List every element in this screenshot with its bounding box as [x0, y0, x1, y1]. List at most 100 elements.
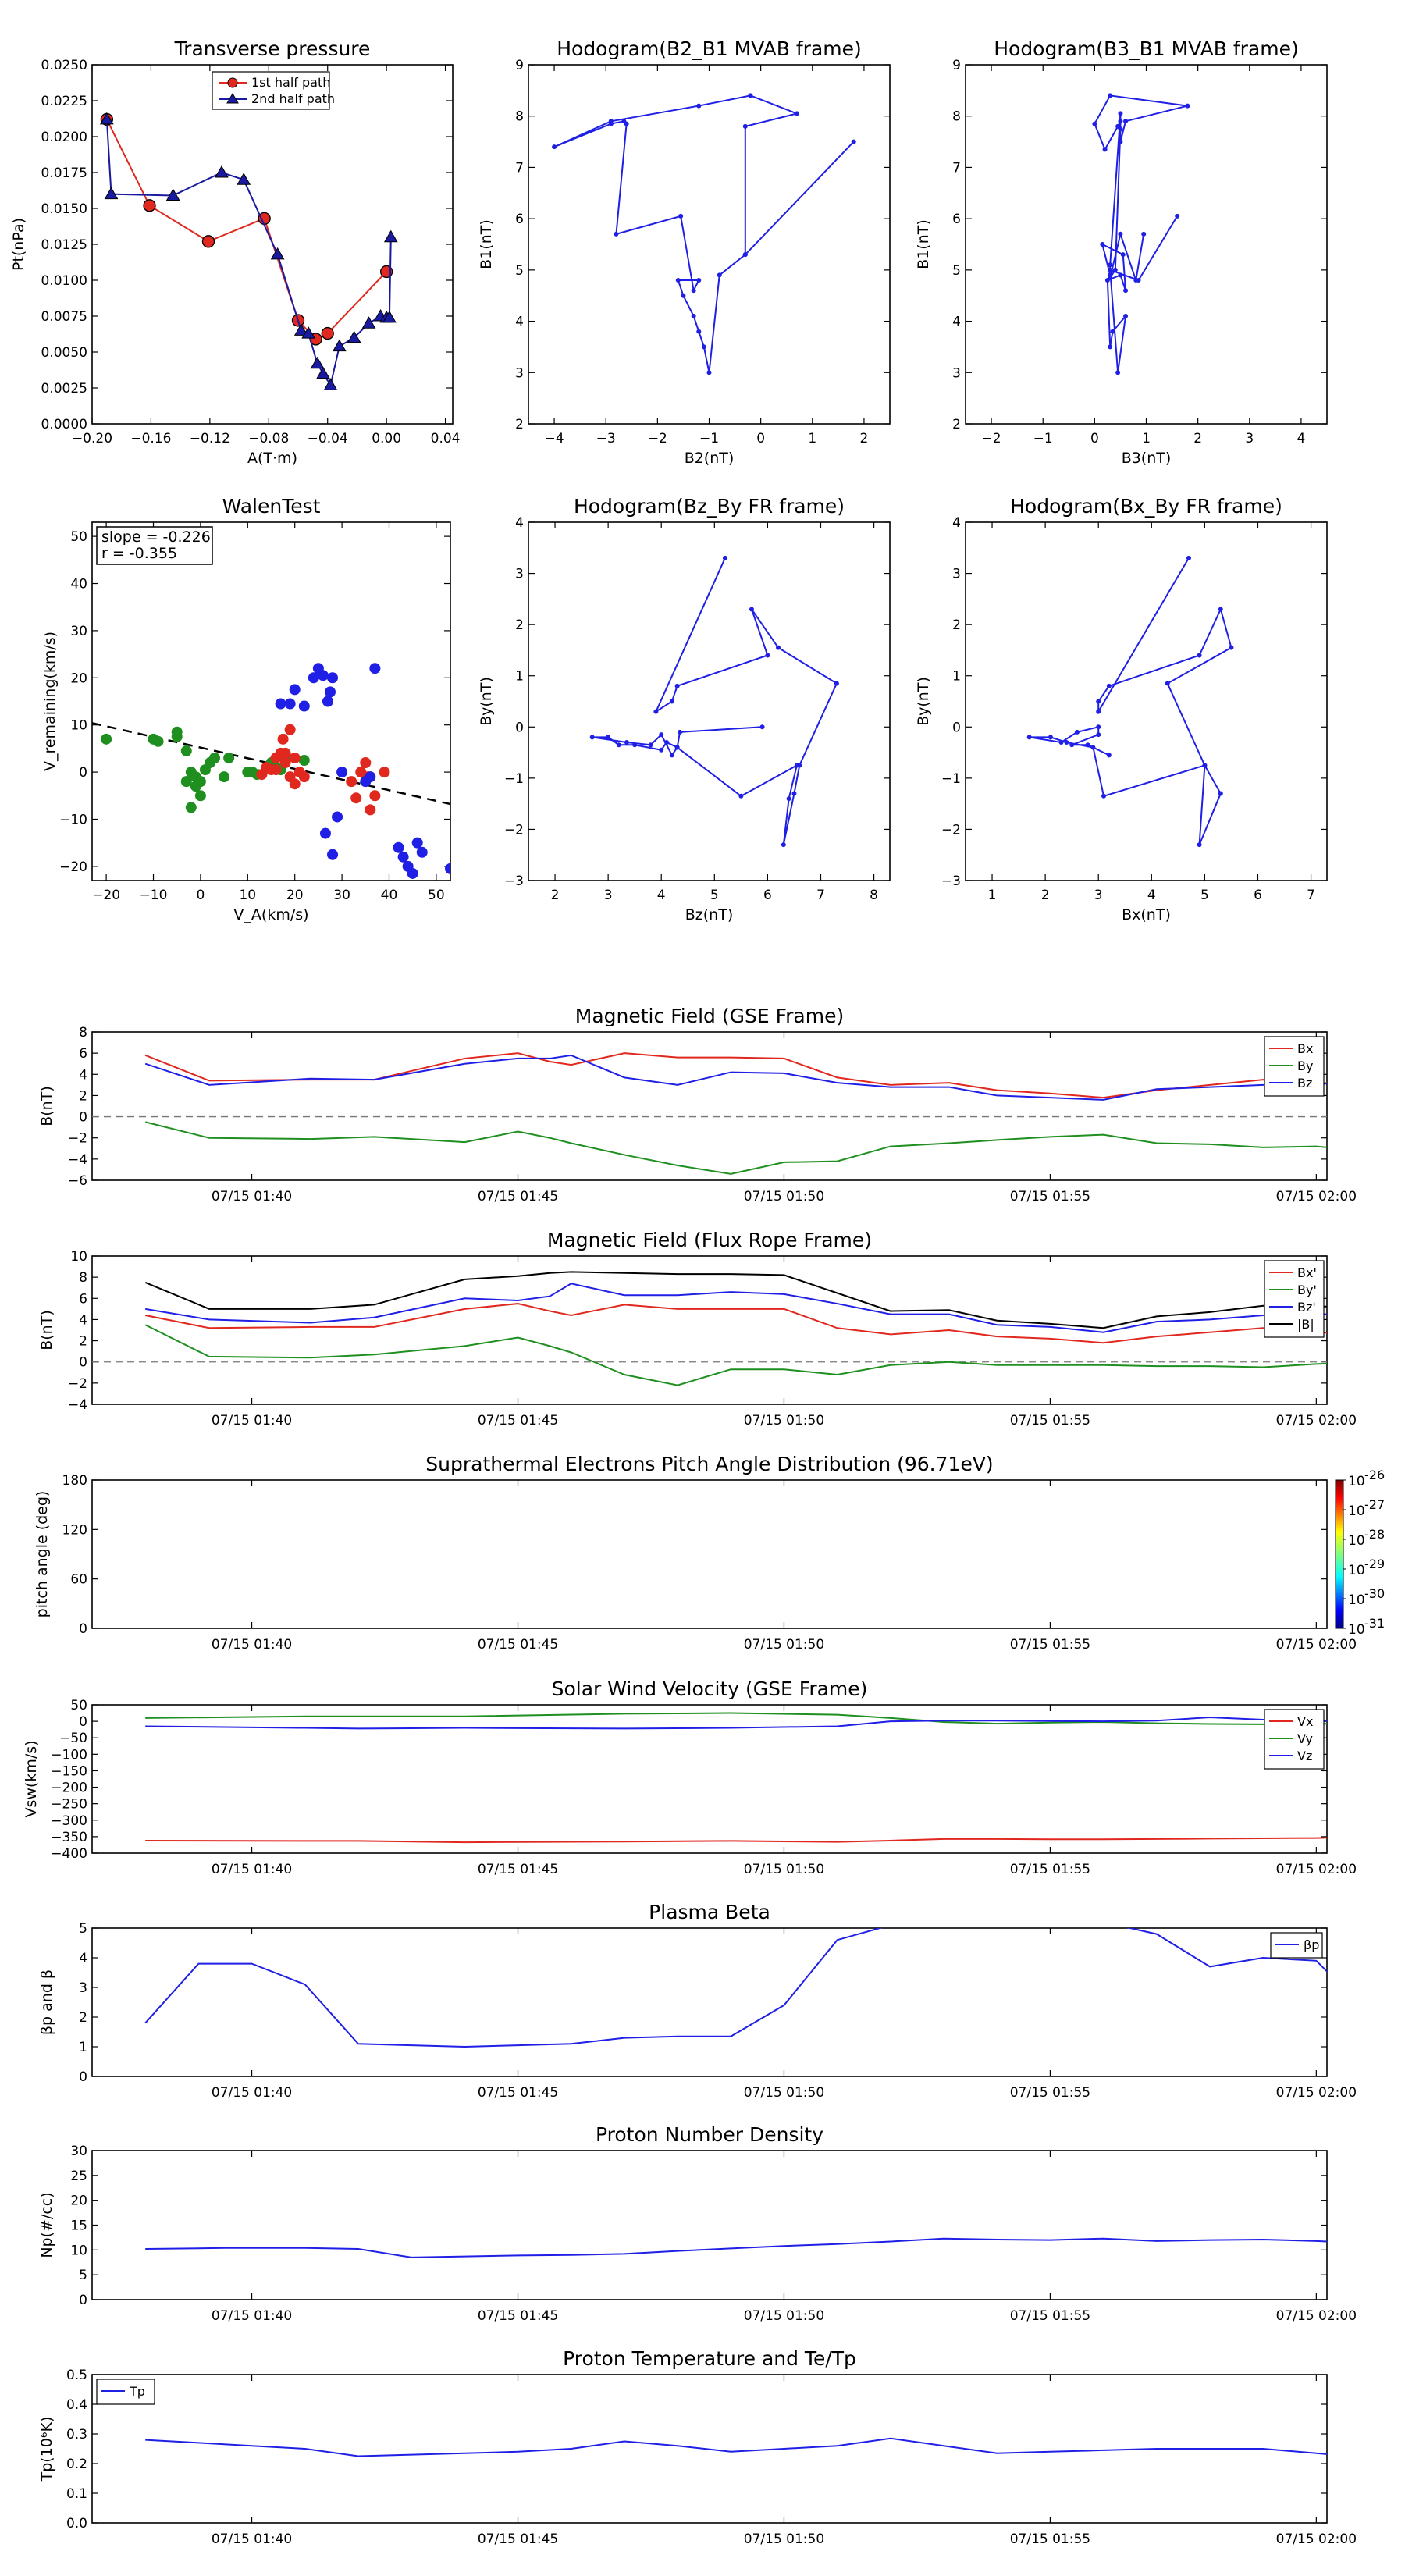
y-tick-label: −4 — [68, 1397, 87, 1413]
data-point — [289, 684, 301, 696]
data-point — [369, 663, 381, 674]
data-point — [608, 119, 614, 124]
data-point — [834, 681, 839, 686]
data-point — [621, 119, 627, 124]
data-point — [279, 757, 291, 769]
colorbar-exponent: -28 — [1364, 1527, 1385, 1542]
y-tick-label: 0.0175 — [41, 165, 87, 181]
y-tick-label: −2 — [68, 1131, 87, 1147]
data-point — [180, 745, 192, 756]
data-point — [1115, 370, 1121, 375]
chart-title: Hodogram(B2_B1 MVAB frame) — [557, 37, 862, 60]
x-tick-label: 5 — [1200, 888, 1209, 903]
time-tick-label: 07/15 01:45 — [478, 2308, 558, 2324]
legend-box — [96, 2379, 155, 2405]
x-tick-label: 3 — [604, 888, 613, 903]
chart-title: Hodogram(Bx_By FR frame) — [1010, 495, 1282, 518]
x-tick-label: −1 — [699, 431, 719, 447]
data-point — [691, 314, 696, 318]
x-tick-label: 6 — [763, 888, 772, 903]
y-tick-label: 3 — [79, 1980, 87, 1996]
y-tick-label: 30 — [70, 2144, 87, 2159]
y-tick-label: 0.0100 — [41, 273, 87, 289]
time-tick-label: 07/15 01:40 — [212, 2532, 292, 2547]
chart-pad: Suprathermal Electrons Pitch Angle Distr… — [34, 1453, 1385, 1653]
y-tick-label: 25 — [70, 2169, 87, 2184]
x-tick-label: −2 — [648, 431, 667, 447]
x-tick-label: 0.04 — [431, 431, 461, 447]
series-line-0 — [592, 557, 838, 845]
data-point — [722, 555, 727, 560]
time-tick-label: 07/15 01:45 — [478, 2085, 558, 2101]
y-axis-label: V_remaining(km/s) — [41, 632, 59, 771]
data-point — [616, 742, 621, 748]
x-tick-label: 2 — [1041, 888, 1050, 903]
y-tick-label: −1 — [504, 771, 524, 787]
y-axis-label: pitch angle (deg) — [34, 1491, 51, 1618]
y-tick-label: 20 — [70, 671, 87, 686]
data-point — [669, 699, 674, 704]
x-axis-label: V_A(km/s) — [233, 906, 308, 923]
data-point — [1118, 126, 1123, 132]
y-tick-label: 1 — [952, 669, 961, 685]
data-point — [1120, 252, 1126, 258]
data-point — [237, 173, 251, 185]
y-tick-label: 4 — [79, 1312, 87, 1328]
data-point — [327, 849, 339, 860]
time-tick-label: 07/15 01:50 — [744, 1189, 824, 1204]
data-point — [749, 607, 754, 612]
data-point — [201, 235, 215, 248]
time-tick-label: 07/15 01:45 — [478, 2532, 558, 2547]
x-tick-label: −2 — [982, 431, 1001, 447]
series-line-1 — [105, 119, 392, 387]
time-tick-label: 07/15 01:45 — [478, 1413, 558, 1429]
data-point — [279, 747, 291, 759]
y-axis-label: βp and β — [38, 1969, 55, 2035]
data-point — [1165, 681, 1170, 686]
time-tick-label: 07/15 01:55 — [1010, 1413, 1090, 1429]
plot-area — [99, 112, 398, 390]
y-axis-label: Tp(10⁶K) — [38, 2417, 55, 2482]
plot-area — [145, 1712, 1327, 1844]
data-point — [1106, 683, 1112, 688]
data-point — [791, 791, 797, 796]
y-tick-label: 6 — [952, 212, 961, 227]
data-point — [1069, 742, 1075, 748]
series-line-0 — [144, 1928, 1327, 2048]
series-line-0 — [1029, 557, 1232, 845]
data-point — [696, 329, 702, 334]
y-axis-label: B(nT) — [38, 1310, 55, 1350]
data-point — [289, 752, 301, 763]
plot-area — [145, 2237, 1327, 2258]
y-axis-label: Np(#/cc) — [38, 2192, 55, 2258]
y-axis-label: B1(nT) — [915, 219, 932, 269]
x-tick-label: 4 — [1297, 431, 1306, 447]
legend-label: Vz — [1297, 1749, 1312, 1763]
data-point — [1074, 729, 1080, 735]
plot-area — [144, 1928, 1327, 2048]
data-point — [301, 326, 316, 339]
x-tick-label: 4 — [1147, 888, 1156, 903]
time-tick-label: 07/15 02:00 — [1276, 1413, 1357, 1429]
data-point — [1110, 329, 1115, 334]
data-point — [1118, 111, 1123, 116]
x-tick-label: −0.20 — [72, 431, 112, 447]
data-point — [614, 231, 619, 237]
time-tick-label: 07/15 01:50 — [744, 2085, 824, 2101]
y-tick-label: 2 — [79, 1334, 87, 1350]
x-tick-label: 5 — [710, 888, 719, 903]
x-tick-label: 30 — [333, 888, 350, 903]
chart-title: Proton Temperature and Te/Tp — [563, 2347, 856, 2370]
data-point — [742, 252, 748, 258]
x-tick-label: 2 — [551, 888, 560, 903]
chart-hzy: Hodogram(Bz_By FR frame) −3 −2 −1 0 1 2 3 4 2 3 4 5 6… — [478, 495, 891, 923]
data-point — [1102, 147, 1108, 152]
y-tick-label: 0 — [79, 2069, 87, 2085]
chart-beta: Plasma Beta 0 1 2 3 4 5 07/15 01:40 07/15 01:45 0… — [38, 1901, 1357, 2101]
data-point — [1108, 275, 1113, 280]
y-tick-label: 4 — [515, 515, 524, 531]
data-point — [659, 732, 664, 738]
y-tick-label: 50 — [70, 1698, 87, 1713]
y-tick-label: 2 — [515, 417, 524, 432]
series-line-0 — [145, 2437, 1327, 2457]
